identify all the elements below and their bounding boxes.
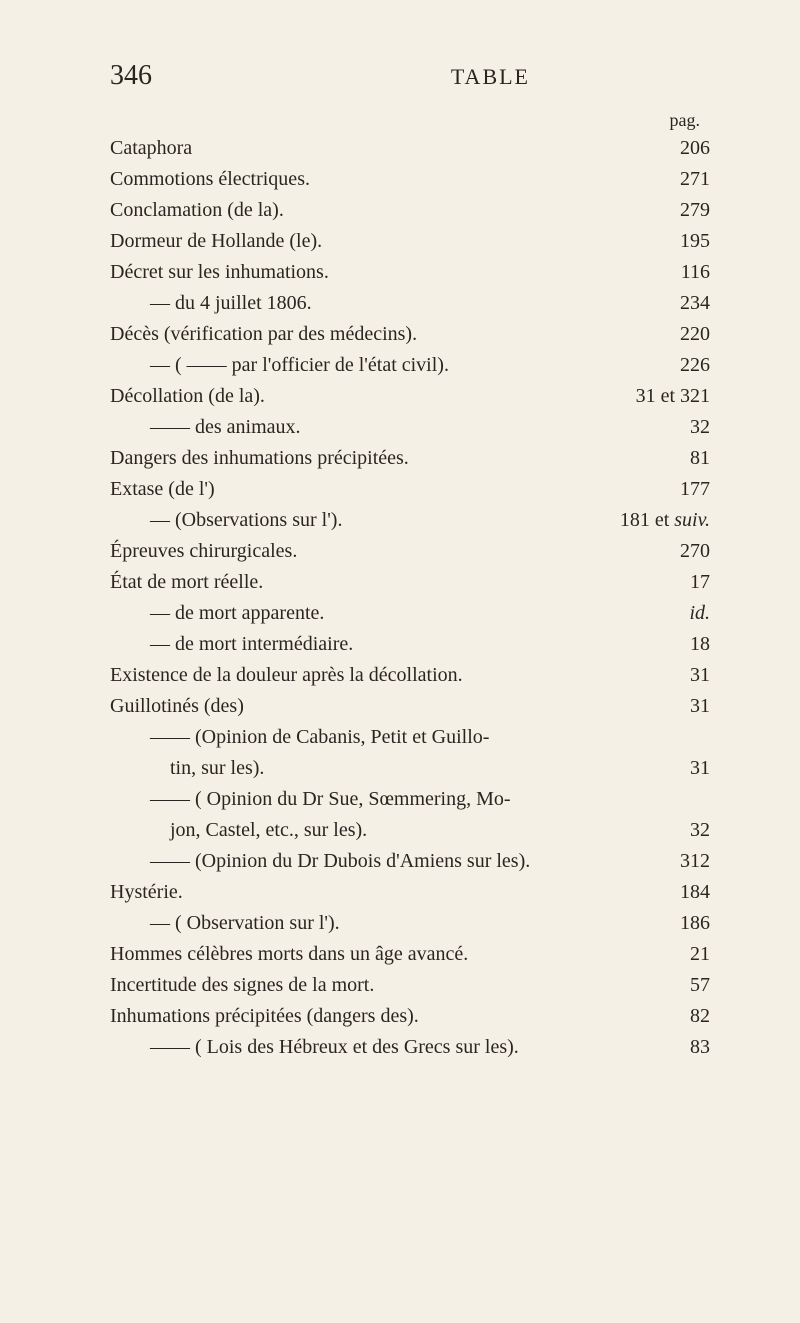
table-row: — ( Observation sur l').186 [110, 908, 710, 939]
entry-page: 279 [650, 195, 710, 226]
entry-text: — ( Observation sur l'). [110, 908, 650, 939]
header-title: TABLE [451, 64, 530, 90]
table-row: Décret sur les inhumations.116 [110, 257, 710, 288]
entry-text: — ( —— par l'officier de l'état civil). [110, 350, 650, 381]
entry-text: Guillotinés (des) [110, 691, 650, 722]
table-row: Existence de la douleur après la décolla… [110, 660, 710, 691]
entry-page: id. [650, 598, 710, 629]
entry-text: Incertitude des signes de la mort. [110, 970, 650, 1001]
entry-text: État de mort réelle. [110, 567, 650, 598]
page-number: 346 [110, 60, 152, 92]
table-row: Dormeur de Hollande (le).195 [110, 226, 710, 257]
entry-page: 226 [650, 350, 710, 381]
table-row: Dangers des inhumations précipitées.81 [110, 443, 710, 474]
entry-page: 195 [650, 226, 710, 257]
entry-text: —— ( Opinion du Dr Sue, Sœmmering, Mo- [110, 784, 650, 815]
entry-text: —— (Opinion du Dr Dubois d'Amiens sur le… [110, 846, 650, 877]
entry-page: 31 et 321 [636, 381, 710, 412]
entry-page: 31 [650, 660, 710, 691]
entry-page: 177 [650, 474, 710, 505]
table-row: jon, Castel, etc., sur les).32 [110, 815, 710, 846]
table-row: Extase (de l')177 [110, 474, 710, 505]
entry-page: 31 [650, 691, 710, 722]
entry-page: 206 [650, 133, 710, 164]
table-row: Commotions électriques.271 [110, 164, 710, 195]
entry-page: 31 [650, 753, 710, 784]
entry-page: 21 [650, 939, 710, 970]
table-row: —— ( Opinion du Dr Sue, Sœmmering, Mo- [110, 784, 710, 815]
entry-text: — de mort intermédiaire. [110, 629, 650, 660]
table-row: — (Observations sur l').181 et suiv. [110, 505, 710, 536]
entry-page: 82 [650, 1001, 710, 1032]
entry-page: 32 [650, 412, 710, 443]
table-row: Décès (vérification par des médecins).22… [110, 319, 710, 350]
entry-text: Hystérie. [110, 877, 650, 908]
table-entries: Cataphora206Commotions électriques.271Co… [110, 133, 710, 1063]
table-row: — du 4 juillet 1806.234 [110, 288, 710, 319]
entry-page: 184 [650, 877, 710, 908]
entry-text: —— ( Lois des Hébreux et des Grecs sur l… [110, 1032, 650, 1063]
table-row: Hystérie.184 [110, 877, 710, 908]
table-row: Inhumations précipitées (dangers des).82 [110, 1001, 710, 1032]
table-row: —— ( Lois des Hébreux et des Grecs sur l… [110, 1032, 710, 1063]
entry-text: Extase (de l') [110, 474, 650, 505]
table-row: Incertitude des signes de la mort.57 [110, 970, 710, 1001]
page-container: 346 TABLE pag. Cataphora206Commotions él… [0, 0, 800, 1123]
table-row: État de mort réelle.17 [110, 567, 710, 598]
page-header: 346 TABLE [110, 60, 710, 92]
entry-text: Existence de la douleur après la décolla… [110, 660, 650, 691]
entry-page: 83 [650, 1032, 710, 1063]
entry-page: 270 [650, 536, 710, 567]
entry-text: Décès (vérification par des médecins). [110, 319, 650, 350]
entry-page: 18 [650, 629, 710, 660]
entry-text: Inhumations précipitées (dangers des). [110, 1001, 650, 1032]
entry-text: —— (Opinion de Cabanis, Petit et Guillo- [110, 722, 650, 753]
entry-page: 116 [650, 257, 710, 288]
table-row: —— (Opinion du Dr Dubois d'Amiens sur le… [110, 846, 710, 877]
entry-page: 234 [650, 288, 710, 319]
table-row: —— des animaux.32 [110, 412, 710, 443]
table-row: — ( —— par l'officier de l'état civil).2… [110, 350, 710, 381]
entry-text: jon, Castel, etc., sur les). [110, 815, 650, 846]
table-row: Épreuves chirurgicales.270 [110, 536, 710, 567]
entry-text: Conclamation (de la). [110, 195, 650, 226]
entry-text: — (Observations sur l'). [110, 505, 620, 536]
entry-text: — de mort apparente. [110, 598, 650, 629]
entry-text: Dangers des inhumations précipitées. [110, 443, 650, 474]
entry-text: Dormeur de Hollande (le). [110, 226, 650, 257]
entry-text: tin, sur les). [110, 753, 650, 784]
entry-text: Décollation (de la). [110, 381, 636, 412]
entry-page: 32 [650, 815, 710, 846]
table-row: tin, sur les).31 [110, 753, 710, 784]
table-row: Conclamation (de la).279 [110, 195, 710, 226]
table-row: — de mort intermédiaire.18 [110, 629, 710, 660]
entry-page: 17 [650, 567, 710, 598]
pag-label: pag. [110, 110, 710, 131]
table-row: Guillotinés (des)31 [110, 691, 710, 722]
table-row: —— (Opinion de Cabanis, Petit et Guillo- [110, 722, 710, 753]
table-row: Cataphora206 [110, 133, 710, 164]
entry-text: Hommes célèbres morts dans un âge avancé… [110, 939, 650, 970]
entry-page: 271 [650, 164, 710, 195]
entry-text: Cataphora [110, 133, 650, 164]
entry-page: 312 [650, 846, 710, 877]
entry-text: Commotions électriques. [110, 164, 650, 195]
entry-text: Épreuves chirurgicales. [110, 536, 650, 567]
table-row: Hommes célèbres morts dans un âge avancé… [110, 939, 710, 970]
table-row: — de mort apparente.id. [110, 598, 710, 629]
entry-text: Décret sur les inhumations. [110, 257, 650, 288]
entry-page: 181 et suiv. [620, 505, 710, 536]
entry-page: 186 [650, 908, 710, 939]
entry-page: 57 [650, 970, 710, 1001]
table-row: Décollation (de la).31 et 321 [110, 381, 710, 412]
entry-page: 81 [650, 443, 710, 474]
entry-page: 220 [650, 319, 710, 350]
entry-text: —— des animaux. [110, 412, 650, 443]
entry-text: — du 4 juillet 1806. [110, 288, 650, 319]
